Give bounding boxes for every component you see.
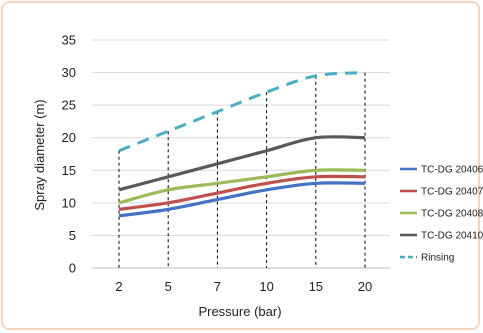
legend-label: TC-DG 20406 — [421, 165, 483, 176]
x-tick-label: 10 — [259, 279, 273, 294]
y-axis-title: Spray diameter (m) — [32, 99, 47, 210]
legend-label: TC-DG 20410 — [421, 231, 483, 242]
legend-label: TC-DG 20407 — [421, 187, 483, 198]
y-tick-label: 35 — [62, 33, 76, 48]
x-tick-label: 7 — [214, 279, 221, 294]
y-tick-label: 20 — [62, 130, 76, 145]
y-tick-labels: 0 5 10 15 20 25 30 35 — [62, 33, 76, 276]
series-line-5 — [118, 71, 366, 153]
x-tick-labels: 2 5 7 10 15 20 — [115, 279, 372, 294]
y-tick-label: 10 — [62, 195, 76, 210]
legend-label: TC-DG 20408 — [421, 209, 483, 220]
series-line-1 — [118, 181, 366, 218]
series-line-2 — [118, 174, 366, 211]
x-axis-title: Pressure (bar) — [198, 304, 281, 319]
y-tick-label: 25 — [62, 98, 76, 113]
legend-label: Rinsing — [421, 253, 454, 264]
legend: TC-DG 20406 TC-DG 20407 TC-DG 20408 TC-DG 2… — [400, 165, 483, 264]
x-tick-label: 15 — [309, 279, 323, 294]
series-line-4 — [118, 135, 366, 192]
drop-lines — [118, 72, 366, 268]
x-tick-label: 2 — [115, 279, 122, 294]
y-tick-label: 30 — [62, 65, 76, 80]
y-tick-label: 5 — [69, 228, 76, 243]
y-tick-label: 0 — [69, 261, 76, 276]
chart-frame — [1, 1, 480, 330]
x-tick-label: 20 — [358, 279, 372, 294]
series-line-3 — [118, 168, 366, 205]
gridlines — [92, 39, 390, 269]
series-lines — [118, 71, 366, 218]
x-tick-label: 5 — [165, 279, 172, 294]
y-tick-label: 15 — [62, 163, 76, 178]
